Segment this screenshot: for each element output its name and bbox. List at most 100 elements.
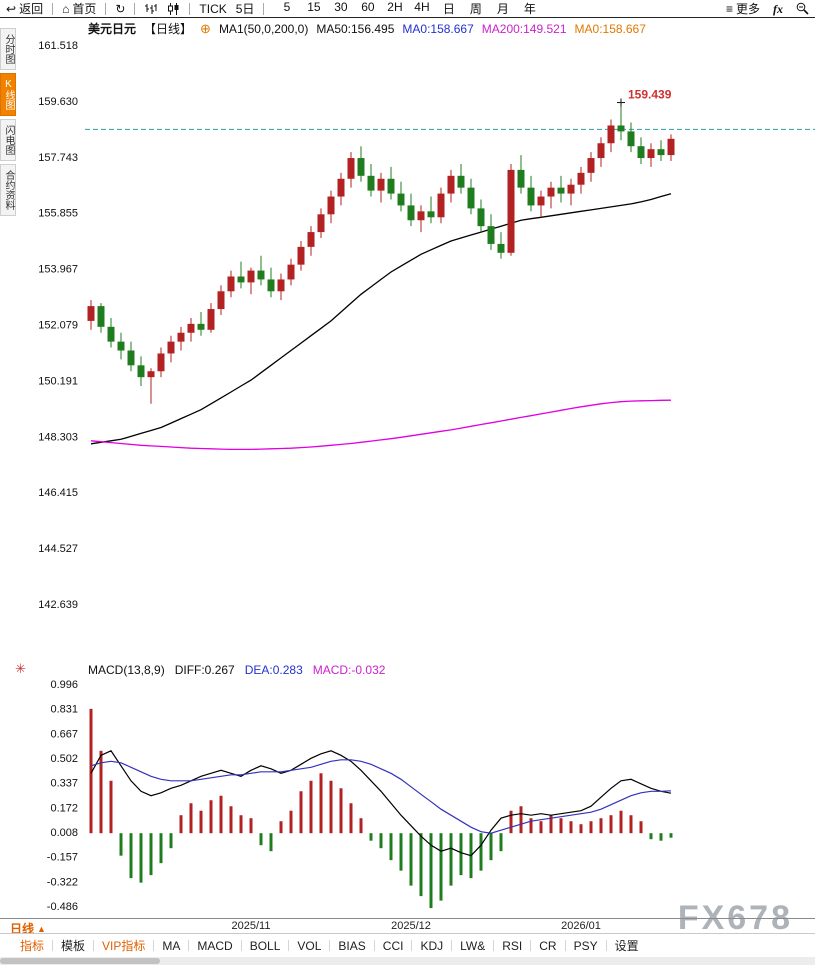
symbol-name: 美元日元 xyxy=(88,22,137,36)
home-button[interactable]: ⌂ 首页 xyxy=(62,1,96,17)
back-icon: ↩ xyxy=(6,1,17,16)
indicator-tab-12[interactable]: CR xyxy=(539,938,557,953)
svg-text:150.191: 150.191 xyxy=(38,375,78,387)
indicator-tab-5[interactable]: BOLL xyxy=(249,938,281,953)
zoom-out-button[interactable] xyxy=(796,2,809,15)
interval-button-2H[interactable]: 2H xyxy=(387,0,403,14)
refresh-icon: ↻ xyxy=(115,1,126,16)
svg-text:-0.157: -0.157 xyxy=(47,852,78,864)
toolbar-right-group: ≡ 更多 fx xyxy=(726,1,809,17)
five-day-period-button[interactable]: 5日 xyxy=(236,1,255,17)
price-axis-labels: 161.518 159.630 157.743 155.855 153.967 152.0… xyxy=(38,40,78,611)
interval-button-月[interactable]: 月 xyxy=(496,2,509,16)
xaxis-month-labels: 2025/11 2025/12 2026/01 xyxy=(232,920,601,932)
period-selector-tab[interactable]: 日线 ▲ xyxy=(10,920,46,937)
svg-text:2026/01: 2026/01 xyxy=(561,920,601,932)
indicator-tab-2[interactable]: VIP指标 xyxy=(102,939,146,953)
interval-button-30[interactable]: 30 xyxy=(334,0,348,14)
indicator-settings-icon[interactable]: ✳ xyxy=(15,661,26,676)
dea-line xyxy=(90,759,672,834)
period-tab-label: 日线 xyxy=(10,922,35,936)
svg-text:159.439: 159.439 xyxy=(628,88,672,102)
macd-value: MACD:-0.032 xyxy=(312,663,386,677)
sidebar-item-contract-info[interactable]: 合约资料 xyxy=(0,164,16,216)
home-icon: ⌂ xyxy=(62,1,70,16)
indicator-tab-1[interactable]: 模板 xyxy=(61,939,86,953)
toolbar-separator xyxy=(52,2,54,15)
indicator-tab-13[interactable]: PSY xyxy=(573,938,598,953)
indicator-tab-3[interactable]: MA xyxy=(162,938,181,953)
top-toolbar: ↩ 返回 ⌂ 首页 ↻ TICK 5日 5 15 30 60 2H 4H 日周月年 ≡ 更多 xyxy=(0,0,815,18)
indicator-tab-9[interactable]: KDJ xyxy=(420,938,444,953)
more-button[interactable]: ≡ 更多 xyxy=(726,1,760,17)
back-button[interactable]: ↩ 返回 xyxy=(6,1,43,17)
interval-button-group: 5 15 30 60 2H 4H 日周月年 xyxy=(273,0,543,17)
indicator-tab-0[interactable]: 指标 xyxy=(20,939,45,953)
tab-separator xyxy=(373,940,375,951)
svg-text:159.630: 159.630 xyxy=(38,96,78,108)
indicator-tab-4[interactable]: MACD xyxy=(197,938,233,953)
svg-text:0.008: 0.008 xyxy=(50,827,78,839)
sidebar-item-kline[interactable]: K线图 xyxy=(0,73,16,116)
ma200-value: MA200:149.521 xyxy=(481,21,567,36)
peak-annotation: 159.439 xyxy=(617,88,672,107)
macd-title: MACD(13,8,9) xyxy=(88,663,165,677)
indicator-tab-8[interactable]: CCI xyxy=(382,938,404,953)
interval-button-周[interactable]: 周 xyxy=(469,2,482,16)
sidebar-item-lightning[interactable]: 闪电图 xyxy=(0,119,16,161)
bar-chart-type-button[interactable] xyxy=(144,3,158,15)
interval-button-15[interactable]: 15 xyxy=(307,0,321,14)
indicator-tab-bar: 指标 模板 VIP指标 MA MACD BOLL VOL BIAS CCI KDJ LW& RSI CR… xyxy=(0,933,815,958)
tab-separator xyxy=(52,940,54,951)
bar-chart-icon xyxy=(145,3,157,14)
ma50-value: MA50:156.495 xyxy=(316,21,395,36)
tab-separator xyxy=(93,940,95,951)
fx-tools-button[interactable]: fx xyxy=(773,1,783,17)
ma50-line xyxy=(90,193,672,445)
interval-button-日[interactable]: 日 xyxy=(442,2,455,16)
candle-chart-type-button[interactable] xyxy=(167,2,180,15)
tab-separator xyxy=(240,940,242,951)
tick-label: TICK xyxy=(199,1,227,16)
sidebar-item-timeshare[interactable]: 分时图 xyxy=(0,28,16,70)
svg-text:0.996: 0.996 xyxy=(50,679,78,691)
ma-group-label: MA1(50,0,200,0) xyxy=(218,21,309,36)
indicator-tab-14[interactable]: 设置 xyxy=(614,939,639,953)
svg-text:0.172: 0.172 xyxy=(50,802,78,814)
svg-text:-0.322: -0.322 xyxy=(47,876,78,888)
svg-text:-0.486: -0.486 xyxy=(47,901,78,913)
svg-text:155.855: 155.855 xyxy=(38,208,78,220)
indicator-tab-6[interactable]: VOL xyxy=(297,938,322,953)
interval-button-5[interactable]: 5 xyxy=(283,0,291,14)
toolbar-separator xyxy=(189,2,191,15)
scrollbar-thumb[interactable] xyxy=(0,958,160,964)
svg-text:148.303: 148.303 xyxy=(38,431,78,443)
svg-text:2025/11: 2025/11 xyxy=(232,920,271,932)
horizontal-scrollbar[interactable] xyxy=(0,957,815,965)
indicator-tab-10[interactable]: LW& xyxy=(460,938,486,953)
circle-plus-icon[interactable]: ⊕ xyxy=(200,20,211,36)
macd-legend-header: MACD(13,8,9) DIFF:0.267 DEA:0.283 MACD:-… xyxy=(88,663,385,677)
tab-separator xyxy=(329,940,331,951)
tab-separator xyxy=(564,940,566,951)
chart-legend-header: 美元日元 【日线】 ⊕ MA1(50,0,200,0) MA50:156.495… xyxy=(88,20,646,37)
tab-separator xyxy=(411,940,413,951)
diff-value: DIFF:0.267 xyxy=(174,663,235,677)
interval-button-60[interactable]: 60 xyxy=(361,0,375,14)
svg-text:0.502: 0.502 xyxy=(50,753,78,765)
home-label: 首页 xyxy=(72,1,97,16)
chevron-up-icon: ▲ xyxy=(37,923,46,934)
svg-text:0.337: 0.337 xyxy=(50,778,78,790)
svg-text:152.079: 152.079 xyxy=(38,319,78,331)
tick-period-button[interactable]: TICK xyxy=(199,1,226,17)
interval-button-年[interactable]: 年 xyxy=(523,2,536,16)
indicator-tab-7[interactable]: BIAS xyxy=(338,938,366,953)
tab-separator xyxy=(493,940,495,951)
tab-separator xyxy=(153,940,155,951)
tab-separator xyxy=(288,940,290,951)
refresh-button[interactable]: ↻ xyxy=(115,1,125,17)
indicator-tab-11[interactable]: RSI xyxy=(502,938,523,953)
interval-button-4H[interactable]: 4H xyxy=(414,0,430,14)
svg-text:0.667: 0.667 xyxy=(50,728,78,740)
